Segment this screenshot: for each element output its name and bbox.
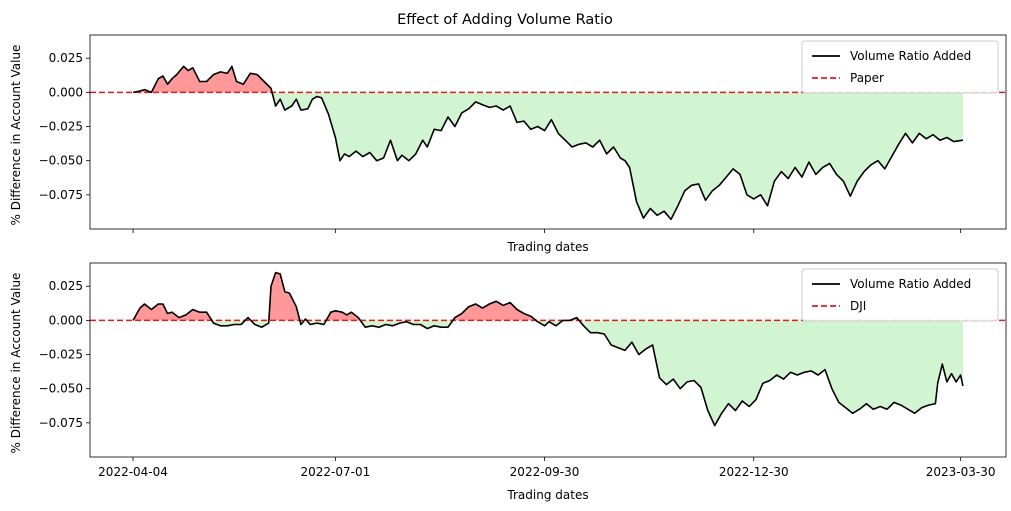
legend-box — [801, 40, 999, 94]
y-tick-label: −0.025 — [39, 348, 83, 362]
series-line — [132, 271, 964, 427]
legend-label: Paper — [850, 71, 884, 85]
x-tick-label: 2022-04-04 — [98, 465, 168, 479]
y-tick-label: −0.025 — [39, 120, 83, 134]
legend: Volume Ratio Added Paper — [801, 40, 999, 94]
x-tick-label: 2022-12-30 — [719, 465, 789, 479]
y-tick-label: 0.025 — [49, 51, 83, 65]
positive-fill-area — [452, 301, 536, 321]
x-tick-label: 2022-07-01 — [300, 465, 370, 479]
y-tick-label: −0.050 — [39, 382, 83, 396]
legend-label: Volume Ratio Added — [850, 49, 971, 63]
y-axis-label: % Difference in Account Value — [9, 273, 23, 454]
y-tick-label: 0.025 — [49, 279, 83, 293]
chart-panel-dji: 0.025 0.000 −0.025 −0.050 −0.075 2022-04-04 20… — [9, 262, 1007, 502]
fill-regions — [133, 66, 963, 220]
negative-fill-area — [579, 320, 963, 426]
y-tick-label: 0.000 — [49, 313, 83, 327]
axes-frame — [89, 34, 1007, 230]
negative-fill-area — [360, 320, 453, 329]
x-axis-label: Trading dates — [506, 488, 588, 502]
positive-fill-area — [133, 303, 212, 321]
axes-frame — [89, 262, 1007, 458]
x-tick-label: 2022-09-30 — [510, 465, 580, 479]
chart-panel-paper: 0.025 0.000 −0.025 −0.050 −0.075 Trading date… — [9, 34, 1007, 254]
legend-box — [801, 268, 999, 322]
figure-title: Effect of Adding Volume Ratio — [397, 12, 613, 28]
legend: Volume Ratio Added DJI — [801, 268, 999, 322]
legend-label: Volume Ratio Added — [850, 277, 971, 291]
series-line — [132, 65, 964, 221]
y-tick-label: −0.050 — [39, 154, 83, 168]
negative-fill-area — [272, 92, 963, 220]
fill-regions — [133, 272, 963, 426]
y-tick-label: 0.000 — [49, 85, 83, 99]
y-tick-label: −0.075 — [39, 416, 83, 430]
positive-fill-area — [268, 272, 300, 321]
x-tick-label: 2023-03-30 — [926, 465, 996, 479]
y-axis-label: % Difference in Account Value — [9, 45, 23, 226]
y-tick-label: −0.075 — [39, 188, 83, 202]
positive-fill-area — [133, 66, 273, 93]
x-axis-label: Trading dates — [506, 240, 588, 254]
legend-label: DJI — [850, 299, 866, 313]
